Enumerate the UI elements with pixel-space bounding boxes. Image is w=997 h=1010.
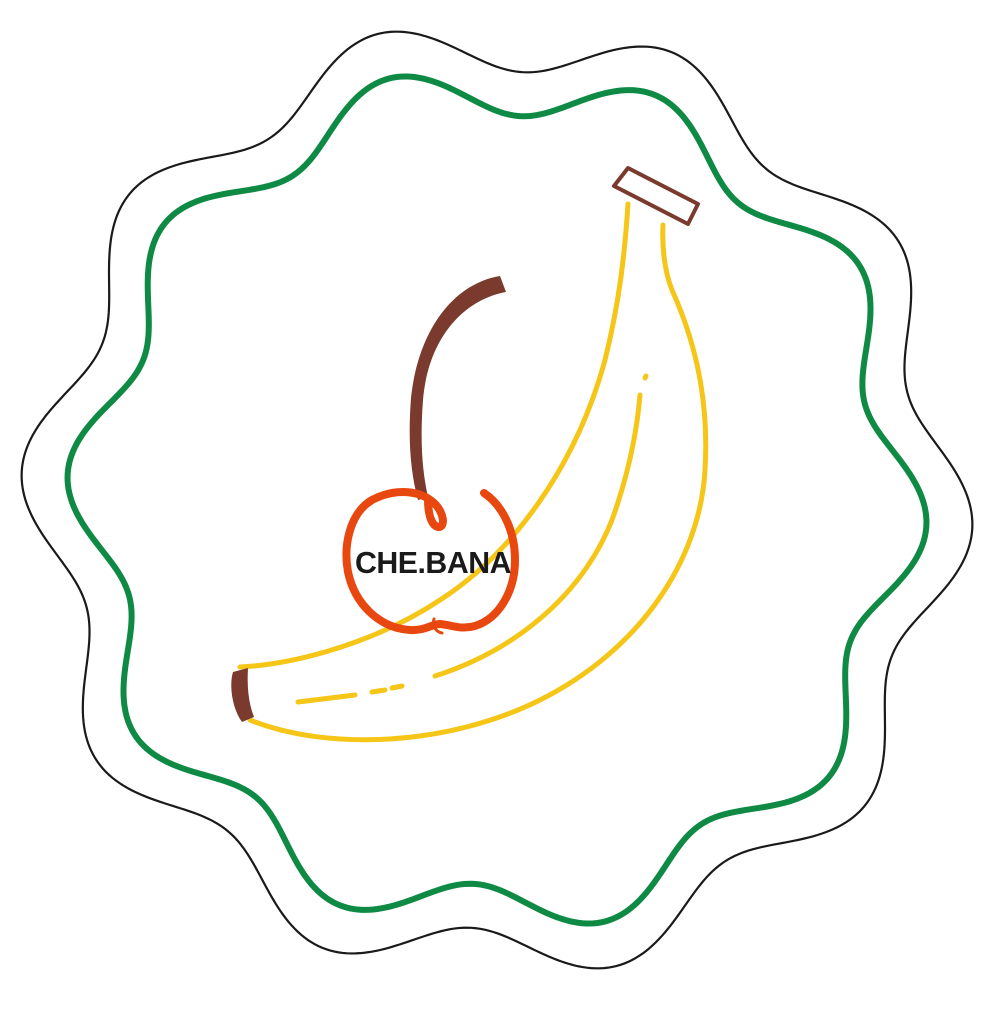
banana-top-outline	[237, 201, 631, 670]
cherry-icon	[342, 276, 519, 635]
inner-badge-outline	[64, 73, 930, 927]
banana-inner-dash-3	[389, 683, 405, 691]
banana-top-stem	[612, 166, 700, 226]
cherry-stem	[409, 276, 506, 500]
wavy-badge-icon	[20, 30, 974, 970]
banana-icon	[231, 166, 709, 743]
banana-bottom-tip	[231, 668, 254, 722]
banana-inner-dash-2	[369, 687, 388, 695]
banana-inner-dot-top	[642, 373, 649, 381]
brand-name: CHE.BANA	[355, 545, 511, 580]
banana-bottom-outline	[247, 222, 709, 743]
cherry-body	[342, 488, 519, 635]
banana-inner-line	[432, 392, 643, 679]
outer-badge-outline	[20, 30, 974, 970]
cherry-dimple	[432, 617, 444, 635]
banana-inner-dash-1	[295, 692, 358, 705]
